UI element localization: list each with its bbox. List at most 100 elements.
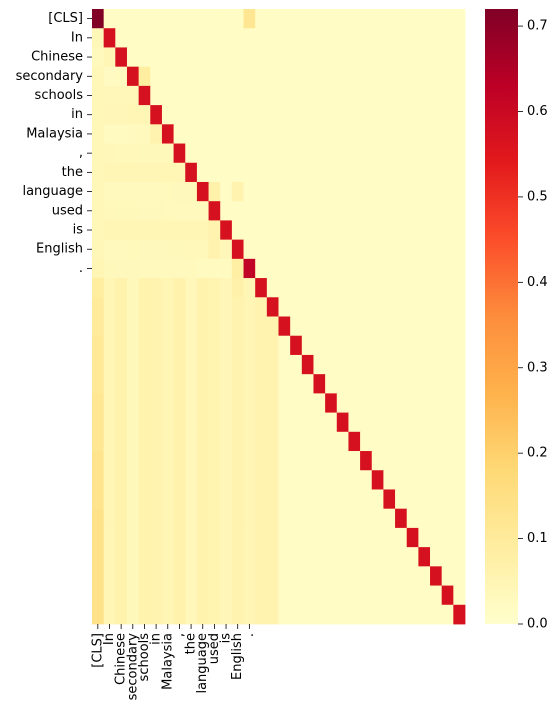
heatmap-cell (336, 258, 349, 279)
heatmap-cell (278, 374, 291, 394)
heatmap-cell (196, 585, 209, 606)
heatmap-cell (278, 335, 291, 356)
heatmap-cell (371, 585, 384, 606)
heatmap-cell (348, 181, 361, 202)
heatmap-cell (115, 585, 128, 606)
heatmap-cell (126, 431, 140, 452)
heatmap-cell (336, 547, 349, 567)
heatmap-cell (360, 201, 373, 221)
heatmap-cell (336, 431, 349, 452)
heatmap-cell (360, 585, 373, 606)
heatmap-cell (453, 258, 466, 279)
heatmap-cell (441, 451, 454, 471)
heatmap-cell (441, 585, 454, 606)
heatmap-cell (231, 66, 244, 87)
heatmap-cell (173, 278, 186, 298)
heatmap-cell (161, 393, 174, 413)
heatmap-cell (220, 239, 233, 260)
heatmap-cell (383, 374, 396, 394)
heatmap-cell (371, 258, 384, 279)
heatmap-cell (208, 393, 221, 413)
heatmap-cell (255, 527, 268, 548)
heatmap-cell (430, 431, 443, 452)
heatmap-cell (126, 547, 140, 567)
heatmap-cell (208, 124, 221, 144)
heatmap-cell (348, 566, 361, 586)
heatmap-cell (150, 547, 163, 567)
heatmap-cell (266, 28, 279, 48)
heatmap-cell (92, 220, 105, 241)
heatmap-cell (243, 105, 256, 125)
heatmap-cell (278, 124, 291, 144)
heatmap-cell (266, 566, 279, 586)
heatmap-cell (161, 508, 174, 529)
heatmap-cell (278, 451, 291, 471)
heatmap-cell (208, 105, 221, 125)
heatmap-cell (115, 220, 128, 241)
heatmap-cell (453, 335, 466, 356)
heatmap-cell (430, 508, 443, 529)
heatmap-cell (360, 239, 373, 260)
heatmap-cell (325, 431, 338, 452)
heatmap-cell (161, 143, 174, 164)
heatmap-cell (220, 508, 233, 529)
heatmap-cell (395, 431, 408, 452)
heatmap-cell (371, 85, 384, 106)
heatmap-cell (243, 162, 256, 183)
heatmap-cell (255, 354, 268, 375)
heatmap-cell (196, 470, 209, 490)
heatmap-cell (453, 162, 466, 183)
heatmap-cell (185, 604, 198, 625)
heatmap-cell (441, 374, 454, 394)
heatmap-cell (220, 604, 233, 625)
x-tick-label: schools (137, 633, 152, 682)
heatmap-cell (173, 66, 186, 87)
heatmap-cell (243, 489, 256, 510)
heatmap-cell (126, 566, 140, 586)
heatmap-cell (220, 297, 233, 317)
heatmap-cell (196, 201, 209, 221)
heatmap-cell (92, 105, 105, 125)
heatmap-cell (231, 258, 244, 279)
x-tick-label: Chinese (114, 633, 129, 685)
heatmap-cell (231, 393, 244, 413)
heatmap-cell (430, 547, 443, 567)
heatmap-cell (406, 124, 419, 144)
heatmap-cell (301, 585, 314, 606)
heatmap-cell (243, 451, 256, 471)
heatmap-cell (418, 66, 431, 87)
heatmap-cell (395, 566, 408, 586)
heatmap-cell (243, 470, 256, 490)
heatmap-cell (196, 354, 209, 375)
heatmap-cell (418, 143, 431, 164)
heatmap-cell (126, 66, 140, 87)
heatmap-cell (430, 585, 443, 606)
heatmap-cell (266, 354, 279, 375)
heatmap-cell (453, 431, 466, 452)
heatmap-cell (395, 181, 408, 202)
heatmap-cell (278, 508, 291, 529)
heatmap-cell (173, 201, 186, 221)
heatmap-cell (418, 105, 431, 125)
heatmap-cell (208, 489, 221, 510)
heatmap-cell (360, 28, 373, 48)
heatmap-cell (161, 297, 174, 317)
heatmap-cell (138, 566, 151, 586)
heatmap-cell (173, 162, 186, 183)
heatmap-cell (453, 201, 466, 221)
heatmap-cell (278, 239, 291, 260)
heatmap-cell (395, 354, 408, 375)
heatmap-cell (150, 431, 163, 452)
heatmap-cell (430, 412, 443, 433)
heatmap-cell (348, 297, 361, 317)
heatmap-cell (92, 162, 105, 183)
heatmap-cell (406, 547, 419, 567)
heatmap-cell (266, 181, 279, 202)
heatmap-cell (360, 162, 373, 183)
heatmap-cell (231, 124, 244, 144)
heatmap-cell (313, 547, 326, 567)
heatmap-cell (266, 143, 279, 164)
colorbar (485, 9, 518, 624)
heatmap-cell (406, 85, 419, 106)
heatmap-cell (371, 66, 384, 87)
